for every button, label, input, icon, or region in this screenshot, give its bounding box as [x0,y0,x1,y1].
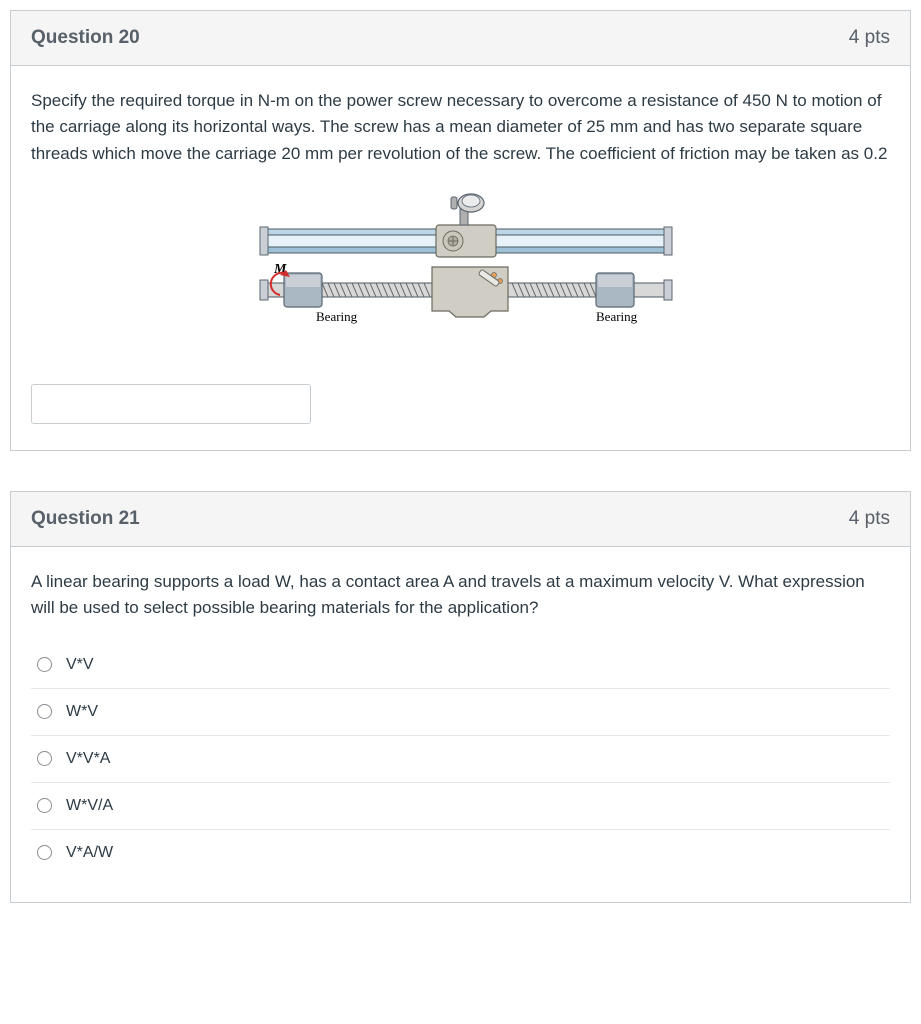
question-header: Question 20 4 pts [11,11,910,66]
question-header: Question 21 4 pts [11,492,910,547]
bearing-label-left: Bearing [316,309,358,324]
answer-input[interactable] [31,384,311,424]
radio-icon[interactable] [37,798,52,813]
question-title: Question 21 [31,508,140,530]
option-row[interactable]: V*A/W [31,829,890,876]
options-list: V*V W*V V*V*A W*V/A V*A/W [31,642,890,876]
question-body: A linear bearing supports a load W, has … [11,547,910,902]
diagram-container: M Bearing Bearing [31,187,890,352]
option-label: V*A/W [66,844,113,862]
option-label: W*V/A [66,797,113,815]
option-label: V*V*A [66,750,110,768]
bearing-label-right: Bearing [596,309,638,324]
radio-icon[interactable] [37,657,52,672]
radio-icon[interactable] [37,751,52,766]
question-text: Specify the required torque in N-m on th… [31,88,890,167]
question-points: 4 pts [849,27,890,49]
option-label: W*V [66,703,98,721]
question-body: Specify the required torque in N-m on th… [11,66,910,450]
option-row[interactable]: V*V*A [31,735,890,782]
option-row[interactable]: V*V [31,642,890,688]
question-21-card: Question 21 4 pts A linear bearing suppo… [10,491,911,903]
option-label: V*V [66,656,94,674]
radio-icon[interactable] [37,845,52,860]
question-title: Question 20 [31,27,140,49]
question-20-card: Question 20 4 pts Specify the required t… [10,10,911,451]
option-row[interactable]: W*V [31,688,890,735]
power-screw-diagram: M Bearing Bearing [246,187,676,347]
question-points: 4 pts [849,508,890,530]
radio-icon[interactable] [37,704,52,719]
option-row[interactable]: W*V/A [31,782,890,829]
question-text: A linear bearing supports a load W, has … [31,569,890,622]
